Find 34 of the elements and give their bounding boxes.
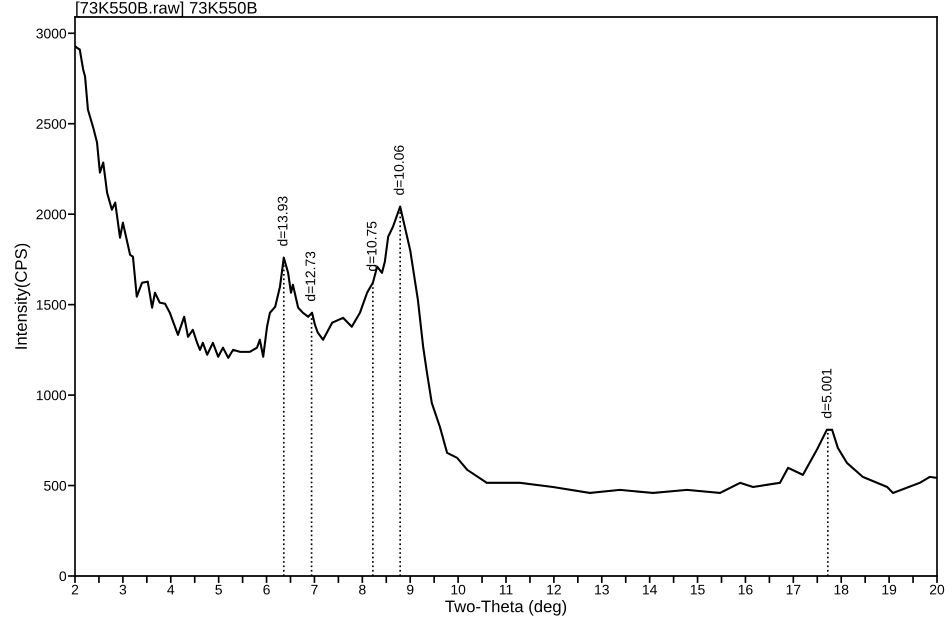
x-tick-label: 3 (120, 584, 126, 595)
y-tick-label: 0 (59, 571, 66, 582)
x-tick-label: 14 (643, 584, 657, 594)
x-tick-label: 5 (215, 584, 222, 595)
x-tick-label: 19 (882, 584, 896, 595)
x-tick-label: 15 (690, 584, 705, 595)
x-tick-label: 13 (595, 584, 609, 595)
y-tick-label: 3000 (36, 28, 66, 38)
x-tick-label: 6 (263, 584, 270, 595)
x-tick-label: 17 (786, 584, 800, 594)
y-tick-label: 2000 (36, 210, 66, 220)
annotation: d=12.73 (305, 252, 316, 302)
y-tick-label: 1500 (36, 300, 66, 310)
x-tick-label: 12 (547, 584, 561, 594)
x-tick-label: 16 (738, 584, 753, 595)
x-tick-label: 10 (451, 584, 466, 595)
y-tick-label: 500 (44, 480, 66, 491)
annotation: d=13.93 (277, 196, 288, 246)
y-tick-label: 1000 (36, 390, 66, 400)
chart-title: [73K550B.raw] 73K550B (76, 1, 257, 17)
y-axis-title: Intensity(CPS) (14, 244, 30, 349)
annotation: d=5.001 (821, 368, 832, 418)
x-tick-label: 18 (834, 584, 848, 595)
annotation: d=10.75 (366, 222, 377, 272)
y-tick-label: 2500 (36, 119, 66, 129)
x-axis-title: Two-Theta (deg) (445, 600, 566, 616)
x-tick-label: 7 (311, 584, 318, 594)
x-tick-label: 8 (359, 584, 366, 595)
x-tick-label: 11 (500, 584, 513, 594)
x-tick-label: 2 (72, 584, 78, 594)
annotation: d=10.06 (394, 146, 404, 195)
x-tick-label: 9 (407, 584, 414, 595)
x-tick-label: 4 (167, 584, 174, 594)
x-tick-label: 20 (930, 584, 944, 595)
